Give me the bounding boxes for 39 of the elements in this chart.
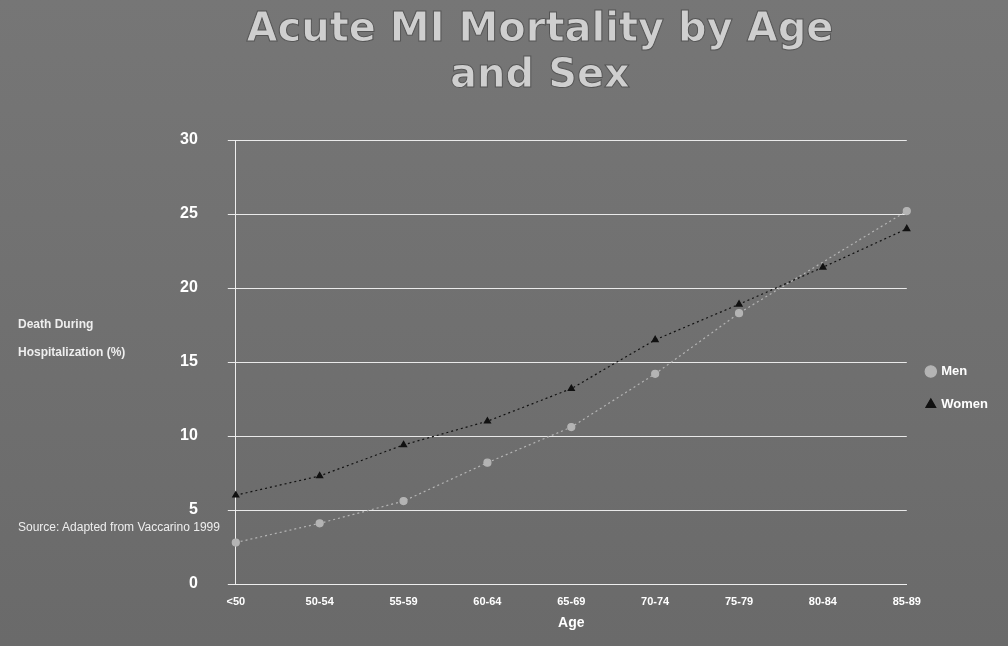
point — [903, 224, 911, 232]
point — [483, 458, 492, 467]
x-tick-label: 80-84 — [808, 594, 838, 607]
point — [399, 440, 408, 448]
y-tick-label: 5 — [188, 500, 198, 518]
point — [232, 491, 240, 498]
y-tick-label: 0 — [188, 574, 198, 592]
chart-title: Acute MI Mortality by Age and Sex — [245, 4, 835, 96]
y-tick-label: 30 — [180, 130, 198, 148]
x-tick-label: 50-54 — [305, 594, 335, 607]
point — [651, 335, 659, 343]
x-tick-label: 85-89 — [892, 594, 921, 607]
x-tick-label: 70-74 — [641, 594, 671, 607]
legend-label: Men — [941, 363, 968, 379]
point — [819, 263, 827, 270]
x-tick-label: 65-69 — [557, 594, 586, 607]
point — [316, 471, 324, 479]
point — [734, 309, 744, 318]
point — [483, 417, 492, 424]
x-tick-label: 75-79 — [724, 594, 754, 607]
x-tick-label: 55-59 — [389, 594, 418, 607]
point — [231, 538, 240, 547]
x-axis-title: Age — [558, 614, 585, 631]
point — [315, 519, 324, 528]
point — [902, 206, 911, 216]
y-tick-label: 15 — [180, 352, 198, 370]
source-note: Source: Adapted from Vaccarino 1999 — [18, 520, 220, 534]
y-tick-label: 20 — [180, 278, 198, 296]
x-tick-label: 60-64 — [473, 594, 503, 607]
point — [567, 423, 576, 432]
point — [567, 384, 575, 391]
y-tick-label: 10 — [180, 426, 198, 444]
point — [735, 300, 743, 307]
y-axis-title: Death During Hospitalization (%) — [18, 316, 127, 361]
point — [651, 369, 660, 378]
y-tick-label: 25 — [180, 204, 198, 222]
x-tick-label: <50 — [226, 594, 246, 607]
legend-label: Women — [941, 396, 989, 412]
point — [399, 497, 408, 506]
